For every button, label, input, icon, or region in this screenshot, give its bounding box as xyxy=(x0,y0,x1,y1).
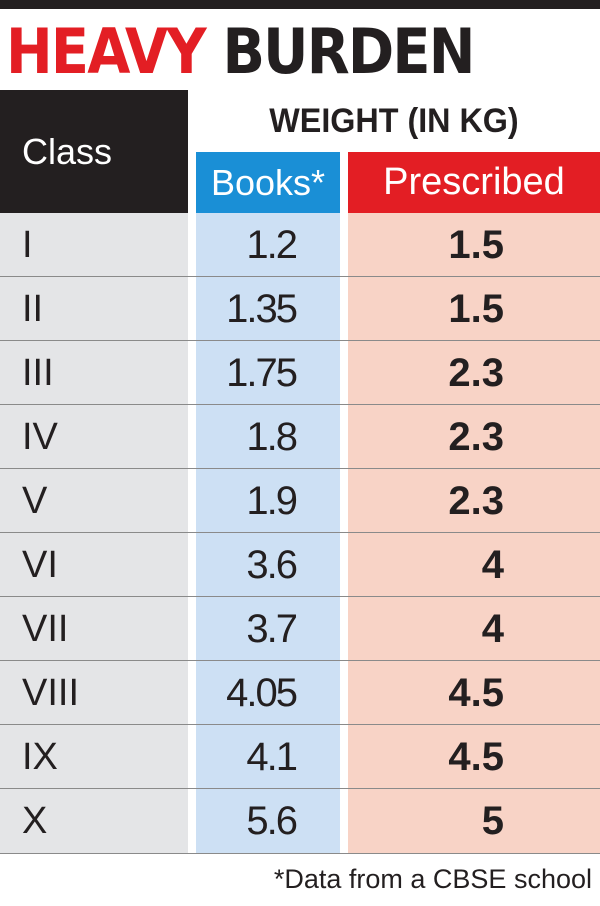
top-border xyxy=(0,0,600,9)
cell-books-weight: 1.75 xyxy=(226,351,298,395)
row-divider xyxy=(0,596,600,597)
title-word-heavy: HEAVY xyxy=(6,15,207,88)
table-row: IV 1.8 2.3 xyxy=(0,405,600,469)
header-weight-group: WEIGHT (IN KG) xyxy=(198,90,590,152)
footer: *Data from a CBSE school xyxy=(0,853,600,906)
row-divider xyxy=(0,788,600,789)
table-row: VII 3.7 4 xyxy=(0,597,600,661)
cell-class: VII xyxy=(22,608,69,650)
cell-prescribed-weight: 4 xyxy=(481,543,504,587)
footnote: *Data from a CBSE school xyxy=(273,864,592,894)
cell-prescribed-weight: 4.5 xyxy=(448,735,504,779)
title-word-burden: BURDEN xyxy=(222,15,475,88)
table-row: VIII 4.05 4.5 xyxy=(0,661,600,725)
cell-books-weight: 1.35 xyxy=(226,287,298,331)
cell-prescribed-weight: 1.5 xyxy=(448,287,504,331)
row-divider xyxy=(0,276,600,277)
cell-class: V xyxy=(22,480,48,522)
cell-class: IX xyxy=(22,736,58,778)
cell-class: X xyxy=(22,800,48,842)
cell-books-weight: 3.6 xyxy=(246,543,298,587)
prescribed-column-bg xyxy=(348,213,600,853)
table-row: III 1.75 2.3 xyxy=(0,341,600,405)
cell-books-weight: 1.9 xyxy=(246,479,298,523)
row-divider xyxy=(0,532,600,533)
cell-prescribed-weight: 2.3 xyxy=(448,415,504,459)
table-row: II 1.35 1.5 xyxy=(0,277,600,341)
header-prescribed: Prescribed xyxy=(348,152,600,213)
class-column-bg xyxy=(0,213,188,853)
books-column-bg xyxy=(196,213,340,853)
chart-title: HEAVY BURDEN xyxy=(6,14,475,90)
row-divider xyxy=(0,404,600,405)
cell-class: I xyxy=(22,224,33,266)
cell-books-weight: 1.8 xyxy=(246,415,298,459)
header-books: Books* xyxy=(196,152,340,213)
cell-prescribed-weight: 1.5 xyxy=(448,223,504,267)
cell-books-weight: 4.1 xyxy=(246,735,298,779)
cell-prescribed-weight: 2.3 xyxy=(448,351,504,395)
cell-class: IV xyxy=(22,416,58,458)
table-row: IX 4.1 4.5 xyxy=(0,725,600,789)
cell-class: VIII xyxy=(22,672,80,714)
row-divider xyxy=(0,340,600,341)
cell-prescribed-weight: 4.5 xyxy=(448,671,504,715)
row-divider xyxy=(0,660,600,661)
cell-prescribed-weight: 2.3 xyxy=(448,479,504,523)
cell-books-weight: 5.6 xyxy=(246,799,298,843)
cell-prescribed-weight: 4 xyxy=(481,607,504,651)
header-class-label: Class xyxy=(22,130,113,172)
cell-class: II xyxy=(22,288,44,330)
cell-books-weight: 1.2 xyxy=(246,223,298,267)
table-row: V 1.9 2.3 xyxy=(0,469,600,533)
cell-class: III xyxy=(22,352,54,394)
cell-prescribed-weight: 5 xyxy=(481,799,504,843)
row-divider xyxy=(0,724,600,725)
cell-class: VI xyxy=(22,544,58,586)
footer-rule xyxy=(0,853,600,854)
cell-books-weight: 3.7 xyxy=(246,607,298,651)
header-class: Class xyxy=(0,90,188,213)
table-row: I 1.2 1.5 xyxy=(0,213,600,277)
table-row: VI 3.6 4 xyxy=(0,533,600,597)
cell-books-weight: 4.05 xyxy=(226,671,298,715)
weight-table: Class WEIGHT (IN KG) Books* Prescribed I… xyxy=(0,90,600,906)
row-divider xyxy=(0,468,600,469)
table-row: X 5.6 5 xyxy=(0,789,600,853)
